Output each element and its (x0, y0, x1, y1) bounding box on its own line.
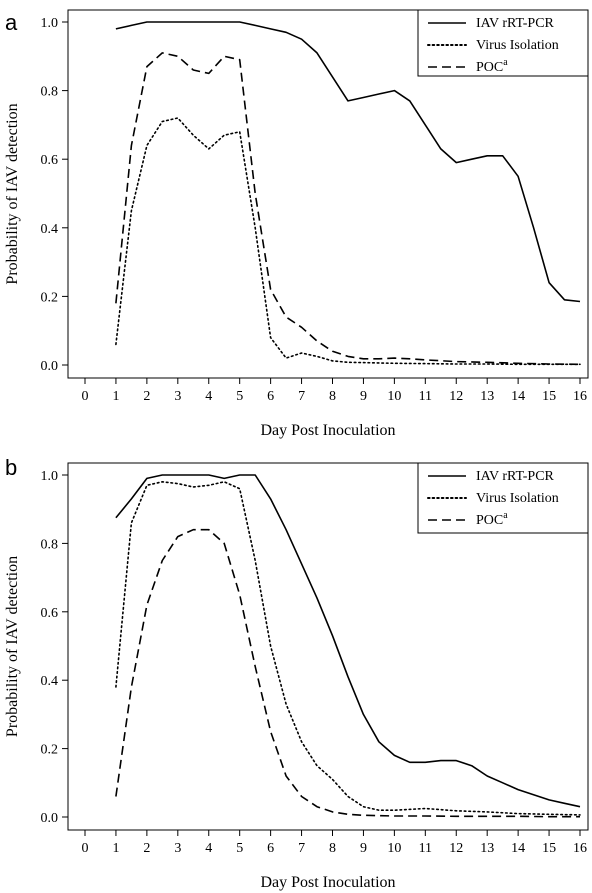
y-tick-label: 0.4 (41, 222, 59, 237)
y-tick-label: 0.2 (41, 743, 59, 758)
x-tick-label: 4 (205, 389, 212, 404)
y-tick-label: 0.0 (41, 359, 59, 374)
x-tick-label: 4 (205, 841, 212, 856)
panel-label: a (5, 10, 18, 35)
x-tick-label: 6 (267, 841, 274, 856)
x-tick-label: 9 (360, 389, 367, 404)
x-tick-label: 16 (573, 389, 587, 404)
legend-entry: POCa (476, 510, 508, 528)
x-tick-label: 1 (112, 841, 119, 856)
series-line-dashed (115, 528, 580, 818)
x-tick-label: 11 (419, 841, 432, 856)
series-line-solid (115, 21, 581, 303)
x-tick-label: 3 (174, 389, 181, 404)
x-tick-label: 8 (329, 841, 336, 856)
x-tick-label: 0 (82, 389, 89, 404)
legend-entry: POCa (476, 57, 508, 75)
series-line-dotted (115, 481, 581, 816)
x-tick-label: 12 (449, 389, 463, 404)
x-tick-label: 14 (511, 389, 525, 404)
legend-entry: IAV rRT-PCR (476, 16, 555, 31)
x-tick-label: 13 (480, 841, 494, 856)
legend-entry-label: POC (476, 60, 503, 75)
legend-entry-label: IAV rRT-PCR (476, 469, 555, 484)
x-axis-title: Day Post Inoculation (260, 874, 395, 891)
x-tick-label: 6 (267, 389, 274, 404)
y-tick-label: 0.6 (41, 606, 59, 621)
x-tick-label: 5 (236, 841, 243, 856)
legend-entry-label: Virus Isolation (476, 491, 559, 506)
x-axis-title: Day Post Inoculation (260, 422, 395, 439)
legend-entry-label: IAV rRT-PCR (476, 16, 555, 31)
x-tick-label: 2 (143, 389, 150, 404)
x-tick-label: 15 (542, 841, 556, 856)
series-line-dashed (115, 52, 581, 366)
legend-entry-superscript: a (503, 57, 508, 68)
legend-entry-label: Virus Isolation (476, 38, 559, 53)
legend-entry: Virus Isolation (476, 491, 559, 506)
x-tick-label: 11 (419, 389, 432, 404)
plot-frame (67, 462, 589, 831)
legend-entry-label: POC (476, 513, 503, 528)
legend-entry: IAV rRT-PCR (476, 469, 555, 484)
x-tick-label: 1 (112, 389, 119, 404)
y-tick-label: 0.6 (41, 153, 59, 168)
x-tick-label: 10 (387, 841, 401, 856)
plot-frame (67, 9, 589, 379)
x-tick-label: 14 (511, 841, 525, 856)
y-tick-label: 0.0 (41, 811, 59, 826)
x-tick-label: 10 (387, 389, 401, 404)
x-tick-label: 8 (329, 389, 336, 404)
legend-box (417, 9, 589, 77)
series-line-dotted (115, 117, 581, 366)
y-tick-label: 0.8 (41, 85, 59, 100)
y-tick-label: 1.0 (41, 16, 59, 31)
x-tick-label: 13 (480, 389, 494, 404)
y-tick-label: 0.2 (41, 290, 59, 305)
x-tick-label: 7 (298, 389, 305, 404)
chart-panel-a: a0.00.20.40.60.81.00 1 2 3 4 5 6 7 8 9 10 11 12 13 14 1… (4, 9, 589, 439)
y-axis-title: Probability of IAV detection (4, 556, 21, 737)
legend-entry: Virus Isolation (476, 38, 559, 53)
y-tick-label: 0.8 (41, 537, 59, 552)
legend-entry-superscript: a (503, 510, 508, 521)
x-tick-label: 2 (143, 841, 150, 856)
y-tick-label: 0.4 (41, 674, 59, 689)
x-tick-label: 16 (573, 841, 587, 856)
chart-panel-b: b0.00.20.40.60.81.00 1 2 3 4 5 6 7 8 9 10 11 12 13 14 1… (4, 455, 589, 891)
x-tick-label: 7 (298, 841, 305, 856)
x-tick-label: 9 (360, 841, 367, 856)
x-tick-label: 15 (542, 389, 556, 404)
x-tick-label: 3 (174, 841, 181, 856)
y-tick-label: 1.0 (41, 469, 59, 484)
panel-label: b (5, 455, 17, 480)
x-tick-label: 5 (236, 389, 243, 404)
series-line-solid (115, 474, 581, 808)
x-tick-label: 12 (449, 841, 463, 856)
y-axis-title: Probability of IAV detection (4, 103, 21, 284)
x-tick-label: 0 (82, 841, 89, 856)
